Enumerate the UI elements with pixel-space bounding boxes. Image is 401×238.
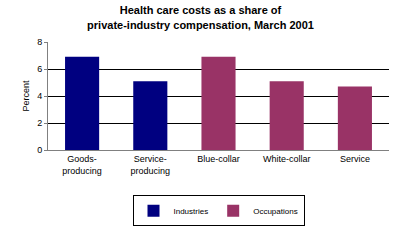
svg-text:White-collar: White-collar — [263, 154, 311, 164]
svg-text:Service: Service — [340, 154, 370, 164]
svg-text:0: 0 — [37, 145, 42, 155]
svg-text:Occupations: Occupations — [253, 207, 297, 216]
svg-text:Industries: Industries — [174, 207, 209, 216]
svg-text:8: 8 — [37, 37, 42, 47]
svg-text:Goods-producing: Goods-producing — [62, 154, 102, 176]
svg-text:Percent: Percent — [21, 80, 31, 112]
svg-text:6: 6 — [37, 64, 42, 74]
svg-text:Service-producing: Service-producing — [131, 154, 171, 176]
svg-text:Health care costs as a share o: Health care costs as a share ofprivate-i… — [87, 4, 314, 30]
svg-text:Blue-collar: Blue-collar — [197, 154, 240, 164]
svg-text:4: 4 — [37, 91, 42, 101]
svg-text:2: 2 — [37, 118, 42, 128]
